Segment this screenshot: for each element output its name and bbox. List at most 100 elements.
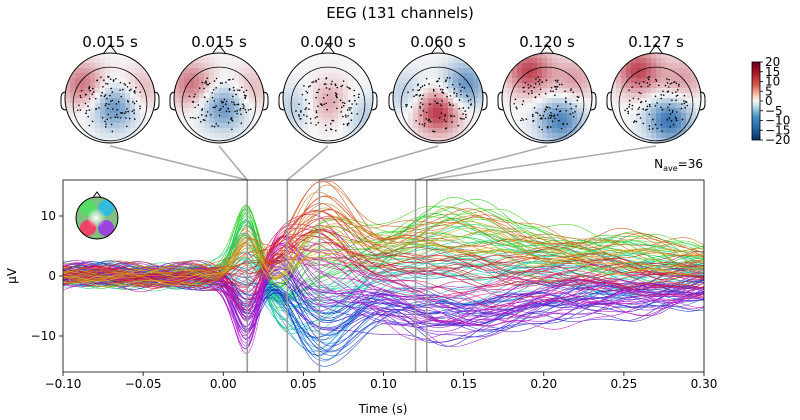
head-outline (282, 52, 374, 144)
sensor-dot (538, 83, 541, 85)
sensor-dot (550, 112, 552, 114)
sensor-dot (133, 109, 135, 111)
sensor-dot (566, 123, 569, 125)
sensor-dot (558, 83, 561, 86)
sensor-dot (85, 112, 87, 114)
sensor-dot (463, 118, 465, 120)
sensor-dot (466, 94, 468, 97)
sensor-dot (322, 96, 325, 99)
sensor-dot (324, 124, 327, 127)
sensor-dot (205, 115, 208, 117)
colorbar-tick-label: −5 (765, 104, 783, 118)
nave-value: =36 (678, 157, 703, 171)
sensor-dot (427, 119, 430, 121)
sensor-dot (346, 109, 349, 111)
sensor-dot (218, 109, 221, 112)
sensor-dot (554, 85, 556, 88)
sensor-dot (672, 109, 674, 112)
sensor-dot (673, 81, 675, 83)
sensor-dot (224, 103, 227, 106)
sensor-dot (418, 123, 421, 125)
sensor-dot (522, 100, 525, 102)
sensor-dot (104, 94, 107, 96)
sensor-dot (133, 102, 136, 105)
sensor-dot (433, 130, 436, 133)
sensor-dot (104, 104, 107, 107)
colorbar-tick-label: 20 (765, 55, 780, 69)
sensor-dot (321, 104, 323, 107)
sensor-dot (329, 123, 332, 125)
sensor-dot (541, 128, 543, 131)
sensor-dot (92, 87, 94, 90)
sensor-dot (539, 88, 542, 91)
sensor-dot (98, 107, 100, 109)
sensor-dot (449, 77, 451, 79)
sensor-dot (109, 78, 112, 80)
sensor-dot (230, 117, 233, 120)
sensor-dot (635, 120, 638, 123)
sensor-dot (453, 88, 456, 90)
sensor-dot (671, 111, 674, 114)
sensor-dot (306, 115, 308, 118)
sensor-dot (88, 98, 91, 100)
sensor-dot (227, 107, 229, 110)
sensor-dot (570, 88, 572, 90)
sensor-dot (347, 122, 350, 125)
sensor-dot (203, 87, 205, 90)
sensor-dot (342, 101, 344, 104)
sensor-dot (236, 103, 238, 106)
sensor-dot (539, 114, 541, 117)
sensor-dot (460, 93, 462, 96)
sensor-dot (305, 107, 308, 109)
sensor-dot (124, 84, 127, 86)
sensor-dot (642, 108, 644, 110)
sensor-dot (295, 110, 297, 112)
sensor-dot (451, 121, 453, 123)
sensor-dot (349, 87, 351, 90)
sensor-dot (80, 96, 82, 99)
sensor-dot (133, 90, 135, 93)
sensor-dot (415, 94, 417, 96)
colorbar-gradient (751, 61, 761, 141)
head-nose (430, 44, 446, 55)
eeg-channel-trace (62, 228, 705, 289)
sensor-dot (350, 119, 353, 122)
y-axis-label: µV (5, 267, 19, 284)
sensor-dot (239, 109, 241, 111)
eeg-channel-trace (62, 241, 705, 288)
sensor-dot (524, 81, 527, 84)
sensor-dot (87, 105, 89, 108)
sensor-dot (240, 113, 242, 116)
sensor-dot (628, 99, 631, 102)
head-inner-outline (290, 66, 366, 142)
sensor-dot (232, 95, 234, 98)
sensor-dot (458, 99, 461, 101)
sensor-dot (662, 90, 664, 93)
sensor-dot (110, 123, 113, 126)
head-outline (173, 52, 265, 144)
x-tick-label: 0.10 (370, 377, 397, 391)
sensor-dot (116, 113, 118, 116)
sensor-dot (632, 97, 635, 100)
eeg-channel-trace (62, 263, 705, 319)
sensor-dot (247, 109, 250, 111)
sensor-dot (425, 77, 428, 80)
sensor-dot (522, 86, 525, 89)
topomap: 0.120 s (497, 33, 597, 144)
sensor-dot (128, 89, 131, 92)
sensor-dot (442, 88, 444, 91)
sensor-dot (545, 79, 548, 82)
sensor-dot (348, 107, 350, 109)
sensor-dot (231, 119, 234, 122)
sensor-dot (119, 117, 122, 119)
sensor-dot (527, 92, 530, 95)
head-outline (610, 52, 702, 144)
sensor-dot (109, 117, 112, 119)
sensor-dot (110, 100, 112, 103)
sensor-dot (249, 108, 252, 111)
sensor-dot (549, 126, 552, 128)
sensor-dot (410, 106, 413, 108)
sensor-dot (316, 91, 318, 94)
sensor-dot (429, 103, 431, 105)
sensor-dot (301, 93, 304, 96)
